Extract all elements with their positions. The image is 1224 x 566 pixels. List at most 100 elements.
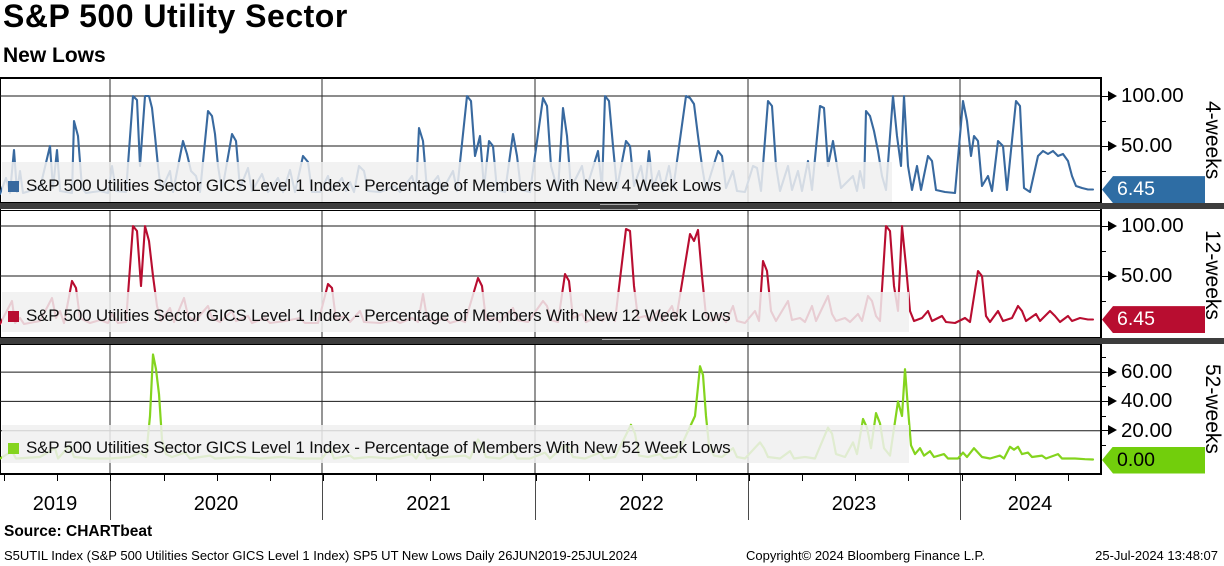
footer-security-info: S5UTIL Index (S&P 500 Utilities Sector G… — [4, 548, 638, 563]
axis-tick-arrow-icon — [1108, 395, 1117, 406]
axis-tick-arrow-icon — [1108, 90, 1117, 101]
x-axis-line — [0, 473, 1102, 475]
legend-label: S&P 500 Utilities Sector GICS Level 1 In… — [26, 176, 722, 195]
axis-tick-arrow-icon — [1108, 140, 1117, 151]
legend-band — [2, 292, 909, 332]
year-label: 2020 — [193, 493, 239, 515]
axis-tick — [1100, 145, 1109, 147]
plot-top-border — [0, 77, 1102, 79]
last-value-tag: 6.45 — [1102, 306, 1205, 334]
legend-square-icon — [8, 442, 19, 454]
axis-minor-tick — [1100, 120, 1106, 122]
axis-tick-label: 100.00 — [1121, 84, 1184, 107]
quarter-tick — [163, 475, 165, 481]
quarter-tick — [4, 475, 5, 481]
axis-tick — [1100, 371, 1109, 373]
quarter-tick — [589, 475, 591, 481]
page-title: S&P 500 Utility Sector — [3, 0, 348, 34]
panel-divider-line — [0, 337, 1101, 338]
panel-divider — [0, 203, 1224, 209]
legend-label: S&P 500 Utilities Sector GICS Level 1 In… — [26, 438, 731, 457]
year-separator — [748, 475, 749, 520]
quarter-tick — [908, 475, 910, 481]
panel-52-weeks[interactable]: S&P 500 Utilities Sector GICS Level 1 In… — [0, 345, 1100, 473]
x-axis: 2019 2020 2021 2022 2023 2024 — [0, 475, 1102, 525]
axis-tick-label: 100.00 — [1121, 214, 1184, 237]
quarter-tick — [270, 475, 271, 481]
panel-4-weeks[interactable]: S&P 500 Utilities Sector GICS Level 1 In… — [0, 78, 1100, 202]
quarter-tick — [642, 475, 644, 481]
year-separator — [322, 475, 323, 520]
quarter-tick — [695, 475, 697, 481]
year-label: 2023 — [831, 493, 877, 515]
quarter-tick — [376, 475, 378, 481]
year-label: 2022 — [619, 493, 664, 515]
quarter-tick — [748, 475, 750, 481]
legend-4-weeks[interactable]: S&P 500 Utilities Sector GICS Level 1 In… — [8, 176, 721, 196]
year-separator — [960, 475, 961, 520]
axis-tick-arrow-icon — [1108, 425, 1117, 436]
quarter-tick — [1014, 475, 1016, 481]
axis-minor-tick — [1100, 415, 1106, 417]
axis-tick-label: 20.00 — [1121, 418, 1173, 442]
quarter-tick — [855, 475, 857, 481]
footer-copyright: Copyright© 2024 Bloomberg Finance L.P. — [746, 548, 986, 563]
panel-divider — [0, 338, 1224, 344]
year-separator — [535, 475, 536, 520]
year-separator — [110, 475, 111, 520]
panel-divider-line — [0, 202, 1101, 203]
legend-52-weeks[interactable]: S&P 500 Utilities Sector GICS Level 1 In… — [8, 438, 731, 458]
quarter-tick — [216, 475, 218, 481]
page-subtitle: New Lows — [3, 44, 106, 67]
legend-12-weeks[interactable]: S&P 500 Utilities Sector GICS Level 1 In… — [8, 306, 731, 326]
quarter-tick — [110, 475, 112, 481]
quarter-tick — [482, 475, 484, 481]
legend-band — [2, 162, 892, 202]
axis-tick-arrow-icon — [1108, 270, 1117, 281]
axis-tick — [1100, 275, 1109, 277]
axis-minor-tick — [1100, 356, 1106, 358]
legend-label: S&P 500 Utilities Sector GICS Level 1 In… — [26, 306, 731, 325]
quarter-tick — [802, 475, 803, 481]
year-label: 2019 — [32, 493, 78, 515]
axis-minor-tick — [1100, 250, 1106, 252]
axis-tick-label: 60.00 — [1121, 360, 1173, 384]
quarter-tick — [57, 475, 59, 481]
quarter-tick — [961, 475, 963, 481]
axis-tick — [1100, 400, 1109, 402]
last-value-tag: 0.00 — [1102, 446, 1205, 474]
source-label: Source: CHARTbeat — [4, 523, 153, 540]
axis-tick-label: 50.00 — [1121, 134, 1173, 157]
axis-tick-label: 40.00 — [1121, 389, 1173, 413]
panel-axis-label: 4-weeks — [1201, 100, 1224, 180]
panel-axis-label: 12-weeks — [1201, 229, 1224, 320]
quarter-tick — [536, 475, 537, 481]
footer-datetime: 25-Jul-2024 13:48:07 — [1095, 548, 1218, 563]
panel-12-weeks[interactable]: S&P 500 Utilities Sector GICS Level 1 In… — [0, 211, 1100, 338]
quarter-tick — [323, 475, 325, 481]
axis-minor-tick — [1100, 300, 1106, 302]
axis-minor-tick — [1100, 170, 1106, 172]
axis-tick — [1100, 95, 1109, 97]
year-label: 2021 — [406, 493, 451, 515]
year-label: 2024 — [1007, 493, 1053, 515]
legend-square-icon — [8, 180, 19, 192]
axis-tick-arrow-icon — [1108, 366, 1117, 377]
axis-tick-arrow-icon — [1108, 220, 1117, 231]
last-value-tag: 6.45 — [1102, 176, 1205, 204]
axis-minor-tick — [1100, 444, 1106, 446]
axis-tick-label: 50.00 — [1121, 264, 1173, 287]
axis-minor-tick — [1100, 386, 1106, 388]
panel-divider-line — [0, 210, 1101, 211]
legend-square-icon — [8, 310, 19, 322]
panel-divider-line — [0, 344, 1101, 345]
quarter-tick — [1068, 475, 1069, 481]
legend-band — [2, 425, 909, 463]
panel-axis-label: 52-weeks — [1201, 364, 1224, 454]
divider-drag-handle[interactable] — [600, 204, 638, 210]
axis-tick — [1100, 225, 1109, 227]
axis-tick — [1100, 430, 1109, 432]
quarter-tick — [429, 475, 431, 481]
right-axis: 100.00 50.00 6.45 4-weeks 100.00 50.00 6.45 12-… — [1100, 0, 1224, 566]
